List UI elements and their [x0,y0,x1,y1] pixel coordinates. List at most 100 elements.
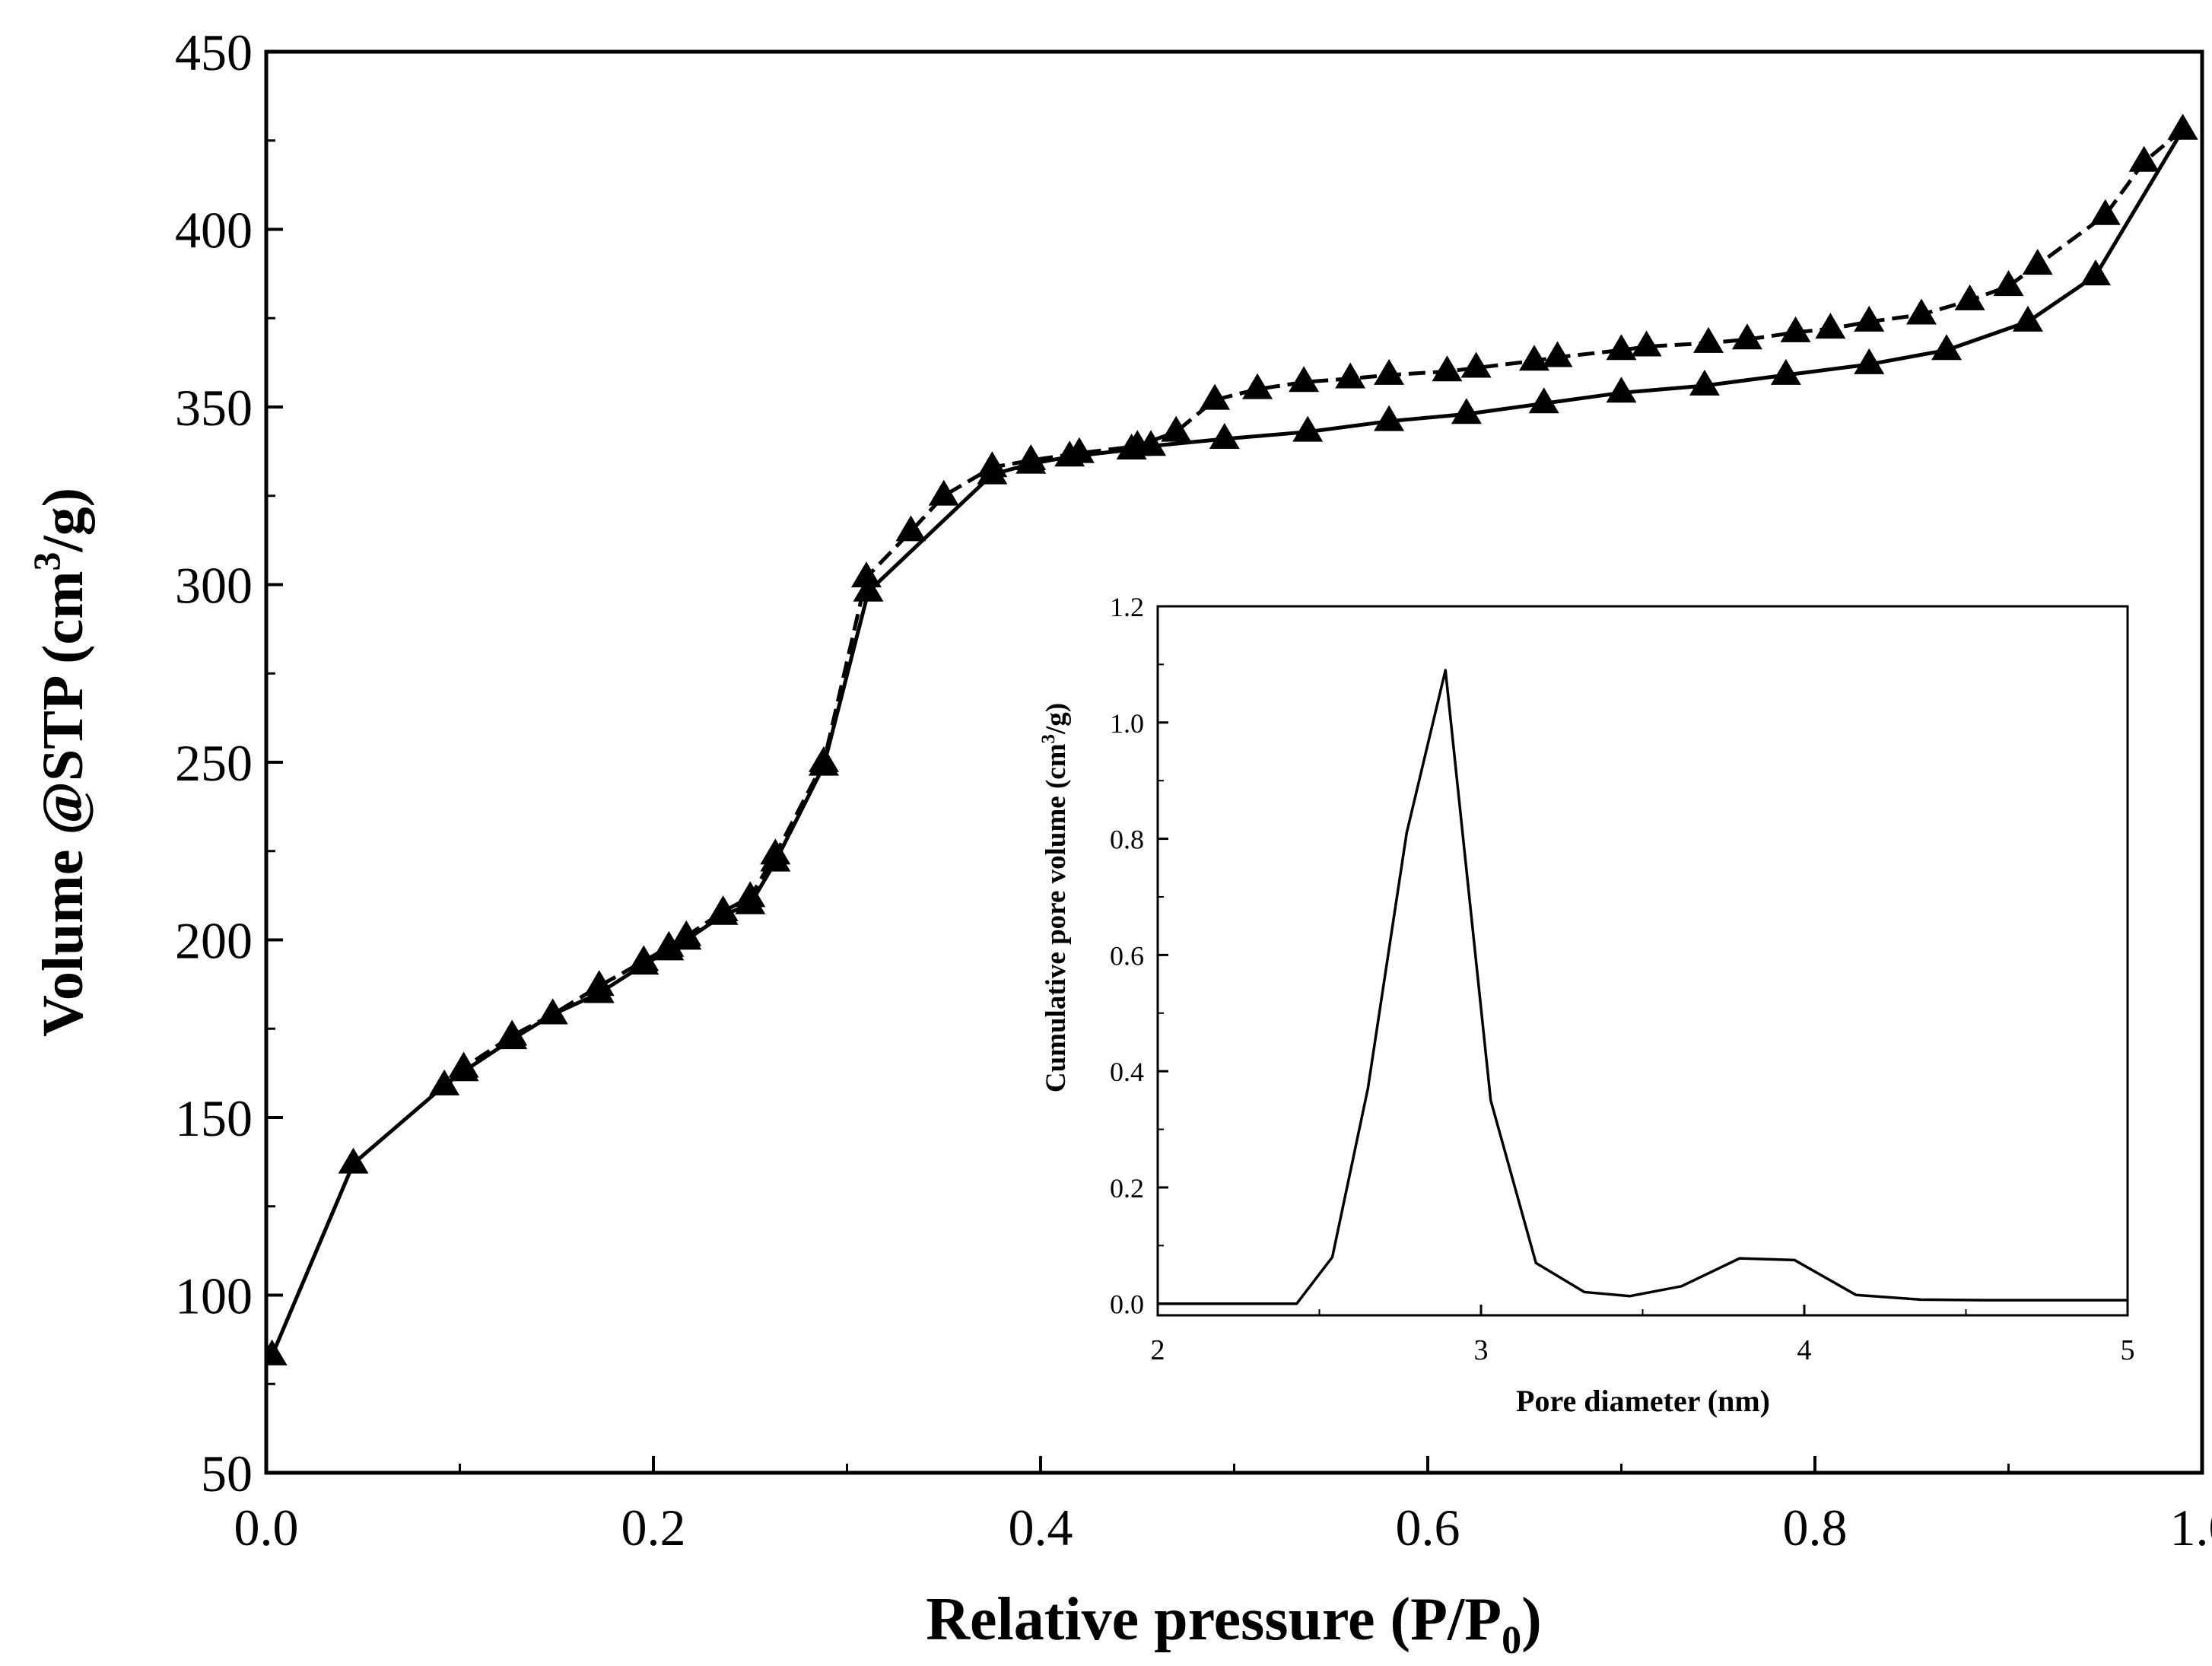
marker-adsorption [1854,348,1885,374]
marker-adsorption [266,1339,288,1366]
marker-desorption [1015,444,1047,470]
main-y-axis: 50 100 150 200 250 300 350 400 450 [175,24,283,1502]
marker-desorption [1606,334,1637,361]
marker-desorption [735,881,766,908]
marker-adsorption [1209,422,1240,449]
marker-desorption [1432,355,1463,382]
inset-y-tick-label: 1.2 [1110,592,1144,622]
inset-y-tick-label: 0.6 [1110,940,1144,971]
main-y-tick-label: 300 [175,557,253,615]
marker-desorption [1954,284,1985,310]
inset-x-axis-title: Pore diameter (nm) [1516,1384,1770,1418]
marker-adsorption [1451,398,1482,424]
marker-desorption [448,1051,479,1078]
marker-adsorption [1292,415,1324,442]
marker-desorption [2090,199,2121,225]
main-y-tick-label: 350 [175,379,253,437]
inset-x-tick-label: 5 [2121,1334,2135,1366]
inset-y-axis-title: Cumulative pore volume (cm3/g) [1038,703,1072,1092]
main-y-tick-label: 150 [175,1089,253,1147]
marker-desorption [537,998,568,1025]
main-x-axis: 0.0 0.2 0.4 0.6 0.8 1.0 [234,1456,2212,1556]
main-y-tick-label: 200 [175,912,253,970]
marker-desorption [1289,366,1320,393]
marker-desorption [1063,437,1095,463]
marker-adsorption [429,1069,460,1095]
marker-desorption [1905,298,1937,325]
marker-desorption [653,930,685,957]
inset-y-tick-label: 0.4 [1110,1057,1144,1087]
inset-x-tick-label: 3 [1474,1334,1489,1366]
main-x-tick-label: 0.0 [234,1499,299,1556]
inset-x-axis: 2 3 4 5 [1151,1305,2135,1366]
marker-desorption [1335,362,1366,389]
main-x-tick-label: 0.2 [621,1499,686,1556]
main-x-tick-label: 0.8 [1783,1499,1848,1556]
inset-series [1158,669,2128,1305]
marker-desorption [1161,415,1192,442]
marker-adsorption [1770,358,1801,385]
inset-background [1158,606,2128,1315]
marker-adsorption [1374,405,1405,431]
marker-adsorption [1606,377,1637,403]
inset-series-line [1158,669,2128,1305]
marker-desorption [1854,305,1885,332]
marker-desorption [1200,383,1231,410]
marker-desorption [1780,316,1811,342]
main-x-tick-label: 1.0 [2170,1499,2212,1556]
marker-desorption [760,838,791,865]
main-x-axis-title: Relative pressure (P/P0) [926,1586,1542,1662]
inset-y-tick-label: 0.2 [1110,1173,1144,1203]
marker-desorption [808,746,839,772]
marker-adsorption [1528,387,1559,414]
marker-desorption [707,895,739,922]
marker-desorption [1542,341,1573,367]
marker-desorption [1374,358,1405,385]
marker-desorption [977,451,1008,478]
marker-desorption [2128,145,2160,172]
marker-desorption [1460,351,1492,378]
marker-desorption [1518,345,1549,371]
main-minor-ticks [266,139,2010,1473]
marker-desorption [2167,113,2198,140]
marker-adsorption [853,575,884,602]
main-y-tick-label: 100 [175,1267,253,1325]
marker-adsorption [1689,369,1720,396]
inset-y-axis: 0.0 0.2 0.4 0.6 0.8 1.0 1.2 [1110,592,1168,1320]
marker-desorption [928,479,959,506]
main-y-tick-label: 400 [175,202,253,259]
marker-desorption [1693,326,1724,353]
marker-desorption [1242,373,1273,399]
inset-chart: 2 3 4 5 0.0 0.2 0.4 0.6 0.8 1.0 1.2 Pore diameter… [1038,592,2135,1418]
main-x-tick-label: 0.6 [1396,1499,1460,1556]
marker-desorption [1122,430,1153,456]
inset-x-tick-label: 2 [1151,1334,1165,1366]
marker-desorption [1815,313,1846,339]
marker-desorption [1731,323,1762,350]
marker-adsorption [1931,334,1963,361]
marker-desorption [628,945,659,971]
marker-adsorption [338,1147,369,1174]
main-series [266,113,2198,1366]
inset-y-tick-label: 1.0 [1110,708,1144,739]
marker-desorption [1631,330,1662,357]
marker-desorption [583,970,615,997]
inset-x-tick-label: 4 [1797,1334,1812,1366]
main-y-axis-title: Volume @STP (cm3/g) [25,488,95,1037]
main-x-tick-label: 0.4 [1009,1499,1073,1556]
marker-adsorption [2080,259,2112,286]
marker-desorption [850,561,882,588]
marker-adsorption [2012,305,2043,332]
marker-desorption [895,515,926,542]
marker-desorption [1993,270,2024,297]
main-y-tick-label: 450 [175,24,253,81]
inset-y-tick-label: 0.8 [1110,825,1144,855]
main-y-tick-label: 250 [175,734,253,792]
marker-desorption [497,1019,528,1046]
main-y-tick-label: 50 [201,1445,253,1502]
marker-desorption [2022,249,2053,275]
marker-desorption [671,920,702,946]
inset-y-tick-label: 0.0 [1110,1289,1144,1320]
main-chart: 0.0 0.2 0.4 0.6 0.8 1.0 50 100 150 200 250 300 350 4… [25,24,2212,1662]
